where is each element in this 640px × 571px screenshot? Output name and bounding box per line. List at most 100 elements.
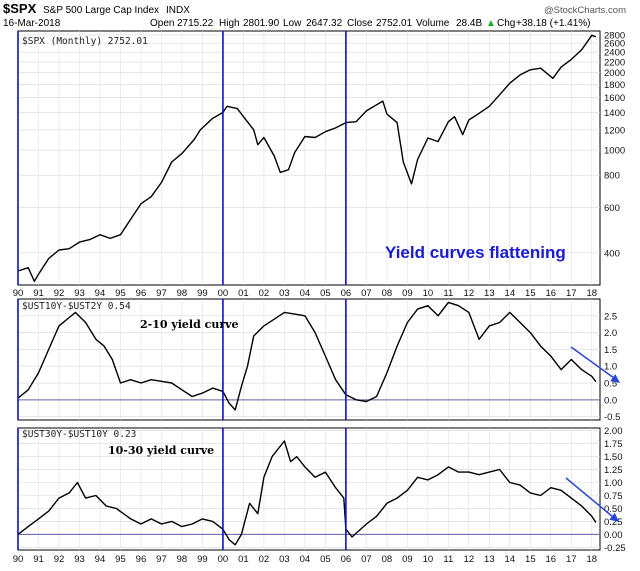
- x-tick-label: 12: [464, 554, 475, 565]
- x-tick-label: 15: [525, 554, 536, 565]
- chart-symbol: $SPX: [3, 1, 37, 16]
- x-tick-label: 92: [54, 288, 65, 299]
- series-line: [17, 301, 597, 411]
- panel-frame: [17, 30, 601, 286]
- x-tick-label: 01: [238, 554, 249, 565]
- y-tick-label: 1600: [604, 93, 625, 104]
- trend-arrow: [565, 477, 614, 518]
- x-tick-label: 08: [382, 288, 393, 299]
- x-tick-label: 09: [402, 288, 413, 299]
- close-value: 2752.01: [376, 18, 413, 29]
- y-tick-label: 1000: [604, 146, 625, 157]
- y-tick-label: 0.5: [604, 379, 617, 390]
- panel-frame: [17, 427, 601, 551]
- x-tick-label: 08: [382, 554, 393, 565]
- x-tick-label: 96: [136, 554, 147, 565]
- volume-value: 28.4B: [456, 18, 482, 29]
- close-label: Close: [347, 18, 373, 29]
- x-tick-label: 99: [197, 554, 208, 565]
- x-tick-label: 99: [197, 288, 208, 299]
- x-tick-label: 97: [156, 288, 167, 299]
- x-tick-label: 00: [218, 554, 229, 565]
- trend-arrow-head: [610, 374, 620, 383]
- y-tick-label: 1200: [604, 125, 625, 136]
- x-tick-label: 16: [546, 288, 557, 299]
- x-tick-label: 17: [566, 554, 577, 565]
- y-tick-label: 2400: [604, 48, 625, 59]
- x-tick-label: 09: [402, 554, 413, 565]
- x-tick-label: 12: [464, 288, 475, 299]
- y-tick-label: 0.00: [604, 530, 623, 541]
- x-tick-label: 18: [587, 288, 598, 299]
- copyright: @StockCharts.com: [544, 5, 626, 16]
- x-tick-label: 06: [341, 554, 352, 565]
- annotation-label: 2-10 yield curve: [140, 318, 239, 331]
- legend-label: $UST10Y-$UST2Y 0.54: [22, 301, 131, 312]
- chart-index-name: S&P 500 Large Cap Index: [43, 5, 159, 16]
- y-tick-label: 2.5: [604, 311, 617, 322]
- y-tick-label: -0.25: [604, 543, 626, 554]
- annotation-label: Yield curves flattening: [385, 243, 566, 262]
- x-tick-label: 10: [423, 554, 434, 565]
- x-tick-label: 03: [279, 554, 290, 565]
- x-tick-label: 10: [423, 288, 434, 299]
- trend-arrow: [570, 346, 615, 379]
- series-line: [17, 440, 597, 546]
- y-tick-label: 1.5: [604, 345, 617, 356]
- open-value: 2715.22: [177, 18, 214, 29]
- x-tick-label: 14: [505, 554, 516, 565]
- x-tick-label: 13: [484, 554, 495, 565]
- low-value: 2647.32: [306, 18, 343, 29]
- y-tick-label: 1.50: [604, 452, 623, 463]
- panel-frame: [17, 298, 601, 421]
- y-tick-label: 2800: [604, 30, 625, 41]
- x-tick-label: 07: [361, 554, 372, 565]
- legend-label: $SPX (Monthly) 2752.01: [22, 36, 148, 47]
- y-tick-label: 1.0: [604, 362, 617, 373]
- y-tick-label: 2000: [604, 68, 625, 79]
- x-tick-label: 00: [218, 288, 229, 299]
- y-tick-label: 800: [604, 171, 620, 182]
- x-tick-label: 93: [74, 554, 85, 565]
- x-tick-label: 06: [341, 288, 352, 299]
- x-tick-label: 96: [136, 288, 147, 299]
- y-tick-label: 1.25: [604, 465, 623, 476]
- x-tick-label: 90: [13, 554, 24, 565]
- high-value: 2801.90: [243, 18, 280, 29]
- x-tick-label: 95: [115, 288, 126, 299]
- volume-label: Volume: [416, 18, 450, 29]
- y-tick-label: 0.75: [604, 491, 623, 502]
- x-tick-label: 05: [320, 554, 331, 565]
- x-tick-label: 03: [279, 288, 290, 299]
- y-tick-label: 2600: [604, 39, 625, 50]
- up-arrow-icon: ▲: [486, 18, 496, 29]
- y-tick-label: 400: [604, 248, 620, 259]
- x-tick-label: 91: [33, 288, 44, 299]
- legend-label: $UST30Y-$UST10Y 0.23: [22, 429, 136, 440]
- x-tick-label: 11: [443, 554, 453, 565]
- y-tick-label: 2.0: [604, 328, 617, 339]
- y-tick-label: 0.0: [604, 395, 617, 406]
- open-label: Open: [150, 18, 174, 29]
- x-tick-label: 93: [74, 288, 85, 299]
- y-tick-label: 2200: [604, 57, 625, 68]
- x-tick-label: 98: [177, 554, 188, 565]
- x-tick-label: 01: [238, 288, 249, 299]
- low-label: Low: [283, 18, 302, 29]
- chg-label: Chg: [497, 18, 515, 29]
- y-tick-label: 1.75: [604, 439, 623, 450]
- x-tick-label: 13: [484, 288, 495, 299]
- y-tick-label: 1400: [604, 108, 625, 119]
- series-line: [17, 34, 597, 282]
- x-tick-label: 14: [505, 288, 516, 299]
- x-tick-label: 98: [177, 288, 188, 299]
- y-tick-label: 2.00: [604, 426, 623, 437]
- x-tick-label: 16: [546, 554, 557, 565]
- x-tick-label: 94: [95, 288, 106, 299]
- x-tick-label: 90: [13, 288, 24, 299]
- chart-date: 16-Mar-2018: [3, 18, 61, 29]
- high-label: High: [219, 18, 240, 29]
- y-tick-label: 1.00: [604, 478, 623, 489]
- y-tick-label: 0.25: [604, 517, 623, 528]
